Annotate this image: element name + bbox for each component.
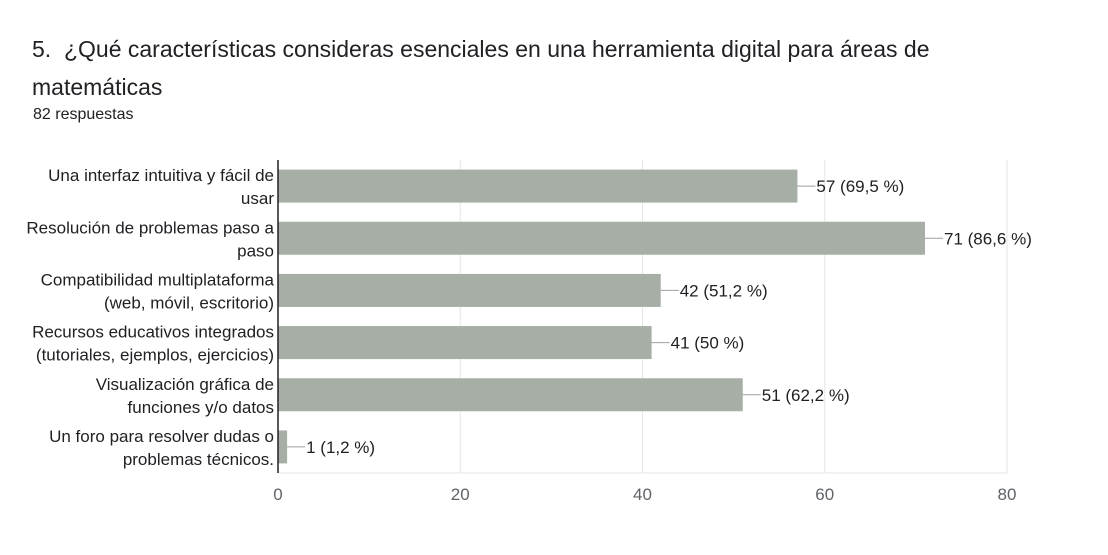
bar <box>278 273 661 307</box>
data-label: 57 (69,5 %) <box>816 177 904 196</box>
category-label-line: Una interfaz intuitiva y fácil de <box>48 166 274 185</box>
category-label-line: usar <box>241 189 274 208</box>
response-count: 82 respuestas <box>33 106 134 123</box>
category-label: Un foro para resolver dudas o problemas t… <box>49 427 274 469</box>
category-label-line: Visualización gráfica de <box>96 375 274 394</box>
category-label: Una interfaz intuitiva y fácil de usar <box>48 166 274 208</box>
bar <box>278 169 798 203</box>
x-tick-label: 40 <box>633 485 652 504</box>
category-label: Resolución de problemas paso a paso <box>26 218 274 260</box>
question-title: 5. ¿Qué características consideras esenc… <box>32 30 1052 106</box>
category-label-line: (tutoriales, ejemplos, ejercicios) <box>36 346 274 365</box>
data-label: 51 (62,2 %) <box>762 386 850 405</box>
question-text: ¿Qué características consideras esencial… <box>32 36 930 100</box>
question-number: 5. <box>32 36 52 62</box>
data-label: 71 (86,6 %) <box>944 229 1032 248</box>
category-label-line: Compatibilidad multiplataforma <box>41 270 275 289</box>
data-label: 1 (1,2 %) <box>306 438 375 457</box>
category-label: Visualización gráfica de funciones y/o da… <box>96 375 274 417</box>
category-label: Compatibilidad multiplataforma (web, móvi… <box>41 270 275 312</box>
category-label-line: Recursos educativos integrados <box>32 323 274 342</box>
bar <box>278 221 925 255</box>
data-label: 42 (51,2 %) <box>680 281 768 300</box>
category-label-line: funciones y/o datos <box>128 398 274 417</box>
x-tick-label: 60 <box>815 485 834 504</box>
x-tick-label: 80 <box>998 485 1017 504</box>
x-tick-label: 20 <box>451 485 470 504</box>
category-label-line: Un foro para resolver dudas o <box>49 427 274 446</box>
category-label-line: paso <box>237 241 274 260</box>
bar <box>278 378 743 412</box>
data-label: 41 (50 %) <box>671 334 745 353</box>
category-label-line: Resolución de problemas paso a <box>26 218 274 237</box>
x-tick-label: 0 <box>273 485 282 504</box>
category-label-line: (web, móvil, escritorio) <box>104 293 274 312</box>
bar <box>278 326 652 360</box>
bar <box>278 430 288 464</box>
category-label-line: problemas técnicos. <box>123 450 274 469</box>
category-label: Recursos educativos integrados (tutoriale… <box>32 323 274 365</box>
